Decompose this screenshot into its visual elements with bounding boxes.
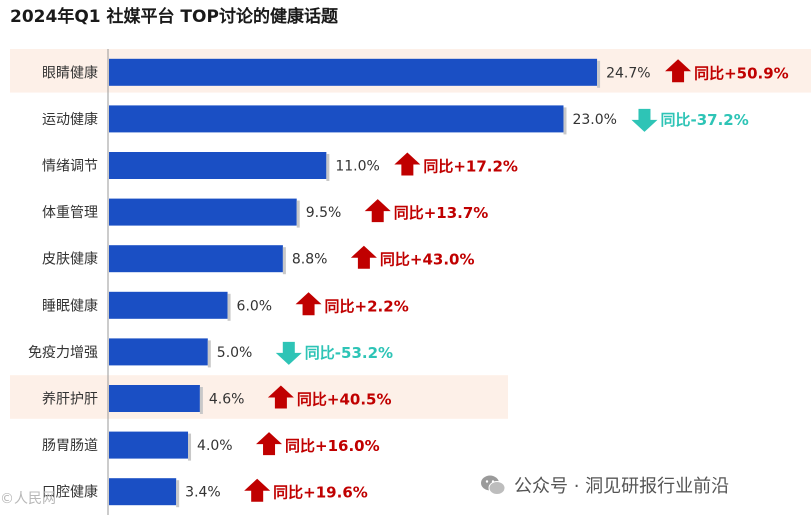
value-label: 4.0% <box>197 438 233 454</box>
bar-shadow <box>326 154 330 181</box>
value-label: 4.6% <box>209 392 245 408</box>
bar-shadow <box>563 107 567 135</box>
category-label: 情绪调节 <box>42 159 98 175</box>
value-labels: 24.7% 23.0% 11.0% 9.5% 8.8% 6.0% 5.0% 4.6% 4.0% 3… <box>185 65 650 500</box>
yoy-label: 同比-53.2% <box>305 344 393 362</box>
bar-shadow <box>296 200 300 228</box>
category-label: 肠胃肠道 <box>42 438 98 454</box>
category-label: 睡眠健康 <box>42 297 98 314</box>
bar-shadow <box>199 387 203 414</box>
category-label: 皮肤健康 <box>42 251 98 268</box>
arrow-up-icon <box>665 59 692 83</box>
wechat-icon <box>481 475 506 495</box>
arrow-up-icon <box>244 478 271 502</box>
bar <box>109 431 189 459</box>
corner-watermark: ©人民网 <box>0 491 56 507</box>
category-label: 眼睛健康 <box>42 64 98 81</box>
category-label: 养肝护肝 <box>42 392 98 408</box>
arrow-up-icon <box>295 292 322 316</box>
value-label: 3.4% <box>185 485 221 501</box>
category-label: 运动健康 <box>42 111 98 128</box>
value-label: 9.5% <box>306 205 342 221</box>
bar-shadow <box>207 340 211 368</box>
value-label: 11.0% <box>335 159 379 175</box>
bar <box>109 245 283 273</box>
category-labels: 眼睛健康运动健康情绪调节体重管理皮肤健康睡眠健康免疫力增强养肝护肝肠胃肠道口腔健… <box>28 64 98 500</box>
category-label: 口腔健康 <box>42 484 98 501</box>
value-label: 5.0% <box>217 345 253 361</box>
arrow-down-icon <box>275 341 302 365</box>
watermark: 公众号 · 洞见研报行业前沿 <box>480 472 729 498</box>
bar-shadow <box>188 433 192 461</box>
bar <box>109 58 598 86</box>
bar <box>109 478 177 506</box>
bar <box>109 105 564 133</box>
yoy-annotations: 同比+50.9% 同比-37.2% 同比+17.2% 同比+13.7% 同比+43.0%… <box>244 59 789 502</box>
watermark-text: 公众号 · 洞见研报行业前沿 <box>514 476 730 497</box>
bar <box>109 198 297 226</box>
yoy-label: 同比+13.7% <box>394 204 489 222</box>
value-label: 8.8% <box>292 252 328 268</box>
bar-shadow <box>282 247 286 275</box>
arrow-up-icon <box>350 245 377 269</box>
yoy-label: 同比+50.9% <box>694 64 789 82</box>
value-label: 23.0% <box>572 112 616 128</box>
bar <box>109 385 200 412</box>
yoy-label: 同比+16.0% <box>285 437 380 455</box>
bars <box>109 58 601 508</box>
arrow-up-icon <box>394 152 421 176</box>
arrow-up-icon <box>267 385 294 409</box>
yoy-label: 同比+2.2% <box>325 297 409 315</box>
bar <box>109 291 228 319</box>
yoy-label: 同比+19.6% <box>273 484 368 502</box>
bar <box>109 152 327 179</box>
arrow-up-icon <box>256 432 283 456</box>
bar-shadow <box>176 480 180 508</box>
value-label: 6.0% <box>237 298 273 314</box>
yoy-label: 同比+40.5% <box>297 391 392 409</box>
yoy-label: 同比+17.2% <box>423 158 518 176</box>
bar <box>109 338 208 366</box>
value-label: 24.7% <box>606 65 650 81</box>
category-label: 免疫力增强 <box>28 345 98 361</box>
yoy-label: 同比-37.2% <box>660 111 748 129</box>
bar-shadow <box>227 293 231 321</box>
arrow-up-icon <box>364 199 391 223</box>
chart-title: 2024年Q1 社媒平台 TOP讨论的健康话题 <box>10 7 338 27</box>
bar-shadow <box>597 60 601 88</box>
highlight-band <box>10 375 508 419</box>
yoy-label: 同比+43.0% <box>380 251 475 269</box>
category-label: 体重管理 <box>42 205 98 221</box>
arrow-down-icon <box>631 108 658 132</box>
